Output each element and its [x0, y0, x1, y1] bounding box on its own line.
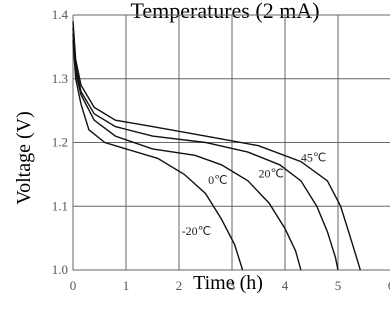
tick-labels: 0 1 2 3 4 5 6 1.0 1.1 1.2 1.3 1.4: [52, 7, 390, 293]
x-tick-label: 3: [229, 278, 236, 293]
x-tick-label: 2: [176, 278, 183, 293]
x-axis-label: Time (h): [193, 272, 263, 294]
y-tick-label: 1.2: [52, 135, 68, 150]
series-label: 0℃: [208, 173, 227, 187]
grid: [72, 14, 390, 271]
y-axis-label: Voltage (V): [13, 111, 35, 205]
chart-title: Temperatures (2 mA): [130, 0, 319, 23]
series-labels: 45℃ 20℃ 0℃ -20℃: [182, 151, 327, 238]
series-line: [72, 21, 361, 271]
y-tick-label: 1.3: [52, 71, 68, 86]
y-tick-label: 1.4: [52, 7, 69, 22]
y-tick-label: 1.1: [52, 198, 68, 213]
series-label: 20℃: [259, 167, 284, 181]
series-line: [72, 34, 302, 271]
y-tick-label: 1.0: [52, 262, 68, 277]
series-label: 45℃: [301, 151, 326, 165]
x-tick-label: 4: [282, 278, 289, 293]
x-tick-label: 5: [335, 278, 342, 293]
x-tick-label: 6: [388, 278, 390, 293]
series-line: [72, 27, 339, 271]
x-tick-label: 1: [123, 278, 130, 293]
series-line: [72, 40, 244, 271]
x-tick-label: 0: [70, 278, 77, 293]
series-lines: [72, 21, 361, 271]
series-label: -20℃: [182, 224, 211, 238]
